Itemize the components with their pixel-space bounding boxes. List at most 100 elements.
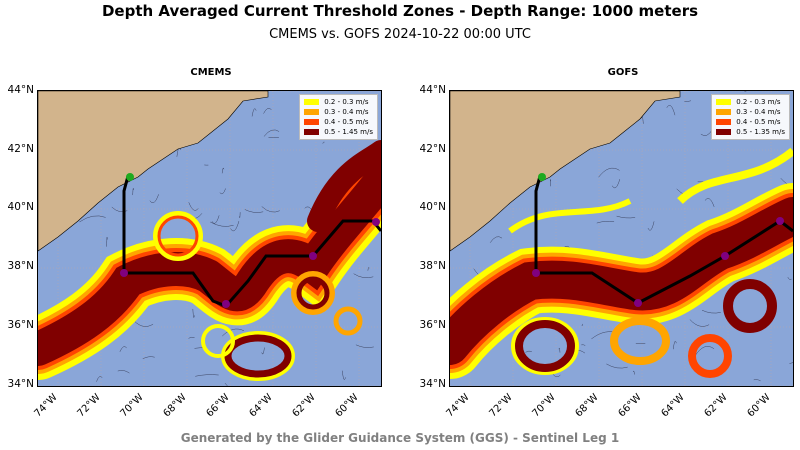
start-waypoint-marker [126, 173, 134, 181]
x-tick-label: 62°W [702, 392, 730, 420]
streamline [188, 202, 199, 211]
legend-swatch [716, 119, 732, 125]
streamline [149, 194, 159, 204]
streamline [558, 347, 561, 353]
streamline [787, 277, 792, 280]
streamline [596, 220, 615, 224]
start-waypoint-marker [538, 173, 546, 181]
y-tick-label: 34°N [419, 378, 446, 390]
zone-level-4 [38, 164, 381, 366]
legend-label: 0.2 - 0.3 m/s [736, 98, 781, 106]
streamline [355, 344, 374, 348]
legend-label: 0.4 - 0.5 m/s [736, 118, 781, 126]
map-gofs: 0.2 - 0.3 m/s 0.3 - 0.4 m/s 0.4 - 0.5 m/… [449, 90, 794, 387]
coastline-land [38, 91, 269, 252]
legend-cmems: 0.2 - 0.3 m/s 0.3 - 0.4 m/s 0.4 - 0.5 m/… [299, 94, 378, 140]
legend-swatch [304, 99, 320, 105]
legend-label: 0.3 - 0.4 m/s [324, 108, 369, 116]
y-tick-label: 40°N [7, 201, 34, 213]
streamline [261, 206, 280, 213]
x-tick-label: 74°W [444, 392, 472, 420]
eddy [723, 279, 777, 333]
streamline [188, 336, 195, 339]
waypoint-marker [721, 252, 729, 260]
legend-gofs: 0.2 - 0.3 m/s 0.3 - 0.4 m/s 0.4 - 0.5 m/… [711, 94, 790, 140]
streamline [581, 344, 586, 346]
streamline [353, 273, 374, 279]
streamline [96, 376, 103, 382]
streamline [230, 221, 240, 232]
legend-entry: 0.2 - 0.3 m/s [304, 97, 373, 107]
streamline [341, 370, 346, 380]
zone-level-4 [450, 197, 793, 365]
y-tick-label: 36°N [419, 319, 446, 331]
streamline [322, 141, 325, 144]
streamline [789, 362, 793, 364]
legend-entry: 0.5 - 1.35 m/s [716, 127, 785, 137]
eddy [201, 324, 235, 358]
zone-level-1 [677, 147, 793, 204]
y-tick-label: 40°N [419, 201, 446, 213]
map-gofs-canvas [450, 91, 793, 386]
zone-level-4 [307, 140, 381, 232]
x-tick-label: 74°W [32, 392, 60, 420]
streamline [211, 215, 220, 224]
y-tick-label: 38°N [419, 260, 446, 272]
waypoint-marker [309, 252, 317, 260]
legend-swatch [716, 99, 732, 105]
streamline [611, 179, 621, 189]
streamline [666, 105, 676, 116]
streamline [261, 347, 265, 355]
y-tick-label: 36°N [7, 319, 34, 331]
figure-subtitle: CMEMS vs. GOFS 2024-10-22 00:00 UTC [269, 27, 531, 42]
eddy [291, 271, 335, 315]
x-tick-label: 68°W [161, 392, 189, 420]
y-tick-label: 34°N [7, 378, 34, 390]
streamline [119, 346, 127, 352]
waypoint-marker [776, 217, 784, 225]
eddy [224, 334, 292, 378]
y-tick-label: 42°N [7, 143, 34, 155]
eddy [515, 320, 575, 372]
legend-label: 0.3 - 0.4 m/s [736, 108, 781, 116]
streamline [106, 236, 108, 247]
legend-entry: 0.5 - 1.45 m/s [304, 127, 373, 137]
streamline [684, 100, 692, 102]
streamline [142, 356, 155, 359]
streamline [224, 382, 228, 386]
coastline-land [450, 91, 681, 252]
streamline [632, 370, 635, 375]
legend-entry: 0.3 - 0.4 m/s [304, 107, 373, 117]
y-tick-label: 44°N [419, 84, 446, 96]
eddy [157, 215, 199, 257]
panel-title-cmems: CMEMS [190, 67, 232, 78]
legend-label: 0.4 - 0.5 m/s [324, 118, 369, 126]
legend-label: 0.5 - 1.35 m/s [736, 128, 785, 136]
streamline [598, 167, 620, 178]
x-tick-label: 66°W [204, 392, 232, 420]
streamline [704, 198, 715, 207]
zone-level-1 [508, 198, 632, 234]
legend-label: 0.5 - 1.45 m/s [324, 128, 373, 136]
legend-swatch [716, 129, 732, 135]
map-cmems-canvas [38, 91, 381, 386]
waypoint-marker [634, 299, 642, 307]
waypoint-marker [372, 218, 380, 226]
x-tick-label: 72°W [487, 392, 515, 420]
streamline [210, 221, 234, 227]
y-tick-label: 44°N [7, 84, 34, 96]
streamline [251, 108, 257, 117]
streamline [694, 346, 715, 357]
streamline [117, 370, 130, 374]
panel-title-gofs: GOFS [607, 67, 639, 78]
x-tick-label: 68°W [573, 392, 601, 420]
streamline [195, 374, 219, 377]
map-cmems: 0.2 - 0.3 m/s 0.3 - 0.4 m/s 0.4 - 0.5 m/… [37, 90, 382, 387]
streamline [647, 221, 655, 231]
x-tick-label: 62°W [290, 392, 318, 420]
footer-credit: Generated by the Glider Guidance System … [180, 431, 620, 445]
streamline [221, 167, 225, 174]
x-tick-label: 72°W [75, 392, 103, 420]
streamline [780, 178, 793, 188]
streamline [641, 116, 644, 124]
